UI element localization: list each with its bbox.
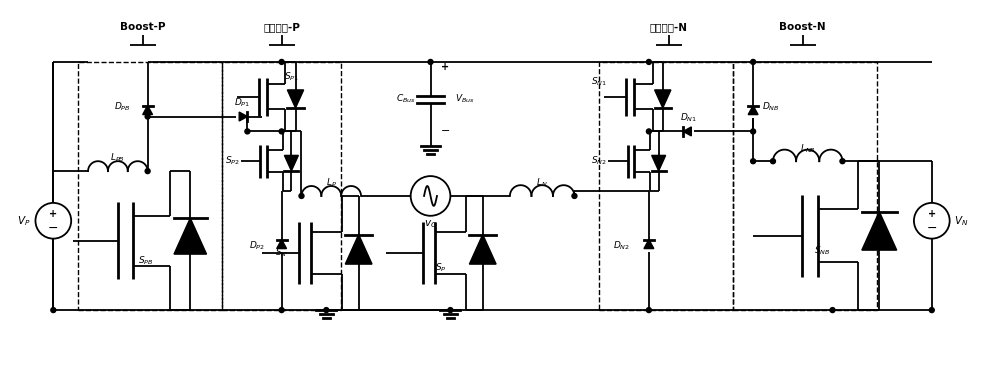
Bar xyxy=(599,62,733,310)
Circle shape xyxy=(428,59,433,64)
Polygon shape xyxy=(469,235,496,264)
Text: +: + xyxy=(49,209,57,219)
Circle shape xyxy=(830,308,835,312)
Text: $S_{P2}$: $S_{P2}$ xyxy=(225,155,239,167)
Circle shape xyxy=(646,129,651,134)
Text: $v_G$: $v_G$ xyxy=(424,218,437,230)
Circle shape xyxy=(299,194,304,199)
Text: $S_N$: $S_N$ xyxy=(275,247,288,259)
Polygon shape xyxy=(652,155,666,171)
Circle shape xyxy=(840,159,845,164)
Polygon shape xyxy=(862,212,897,250)
Text: +: + xyxy=(928,209,936,219)
Polygon shape xyxy=(143,106,153,115)
Text: $S_{P1}$: $S_{P1}$ xyxy=(284,71,299,83)
Text: +: + xyxy=(441,62,449,72)
Text: $L_{N}$: $L_{N}$ xyxy=(536,177,548,189)
Text: 逆变桥臂-P: 逆变桥臂-P xyxy=(263,22,300,32)
Text: $V_N$: $V_N$ xyxy=(954,214,969,227)
Text: $V_P$: $V_P$ xyxy=(17,214,30,227)
Text: $L_{P}$: $L_{P}$ xyxy=(326,177,337,189)
Text: $V_{Bus}$: $V_{Bus}$ xyxy=(455,93,475,105)
Polygon shape xyxy=(174,218,207,254)
Circle shape xyxy=(279,308,284,312)
Text: $D_{N1}$: $D_{N1}$ xyxy=(680,111,697,124)
Text: $D_{PB}$: $D_{PB}$ xyxy=(114,100,131,113)
Text: −: − xyxy=(48,222,59,235)
Polygon shape xyxy=(284,155,298,171)
Text: Boost-N: Boost-N xyxy=(779,22,826,32)
Text: $S_{PB}$: $S_{PB}$ xyxy=(138,254,153,267)
Text: $C_{Bus}$: $C_{Bus}$ xyxy=(396,93,416,105)
Circle shape xyxy=(279,129,284,134)
Polygon shape xyxy=(277,240,287,249)
Text: 逆变桥臂-N: 逆变桥臂-N xyxy=(650,22,688,32)
Text: $S_{N1}$: $S_{N1}$ xyxy=(591,76,607,88)
Circle shape xyxy=(572,194,577,199)
Text: $L_{NB}$: $L_{NB}$ xyxy=(800,142,816,155)
Circle shape xyxy=(245,129,250,134)
Circle shape xyxy=(751,129,756,134)
Circle shape xyxy=(751,59,756,64)
Polygon shape xyxy=(683,127,691,136)
Text: −: − xyxy=(927,222,937,235)
Circle shape xyxy=(324,308,329,312)
Text: $S_{NB}$: $S_{NB}$ xyxy=(814,244,831,257)
Text: $D_{P2}$: $D_{P2}$ xyxy=(249,239,265,252)
Polygon shape xyxy=(287,90,304,108)
Circle shape xyxy=(145,169,150,174)
Circle shape xyxy=(929,308,934,312)
Text: $D_{NB}$: $D_{NB}$ xyxy=(762,100,780,113)
Text: −: − xyxy=(441,126,450,136)
Text: $D_{N2}$: $D_{N2}$ xyxy=(613,239,630,252)
Circle shape xyxy=(751,159,756,164)
Text: $D_{P1}$: $D_{P1}$ xyxy=(234,96,250,109)
Polygon shape xyxy=(345,235,372,264)
Polygon shape xyxy=(239,112,247,121)
Bar xyxy=(78,62,222,310)
Circle shape xyxy=(646,308,651,312)
Polygon shape xyxy=(748,106,758,115)
Text: $S_{N2}$: $S_{N2}$ xyxy=(591,155,607,167)
Circle shape xyxy=(145,114,150,119)
Text: Boost-P: Boost-P xyxy=(120,22,165,32)
Circle shape xyxy=(279,59,284,64)
Circle shape xyxy=(646,59,651,64)
Circle shape xyxy=(448,308,453,312)
Bar xyxy=(733,62,877,310)
Circle shape xyxy=(770,159,775,164)
Text: $S_P$: $S_P$ xyxy=(435,262,446,274)
Bar xyxy=(222,62,341,310)
Polygon shape xyxy=(655,90,671,108)
Polygon shape xyxy=(644,240,654,249)
Circle shape xyxy=(51,308,56,312)
Text: $L_{PB}$: $L_{PB}$ xyxy=(110,152,125,164)
